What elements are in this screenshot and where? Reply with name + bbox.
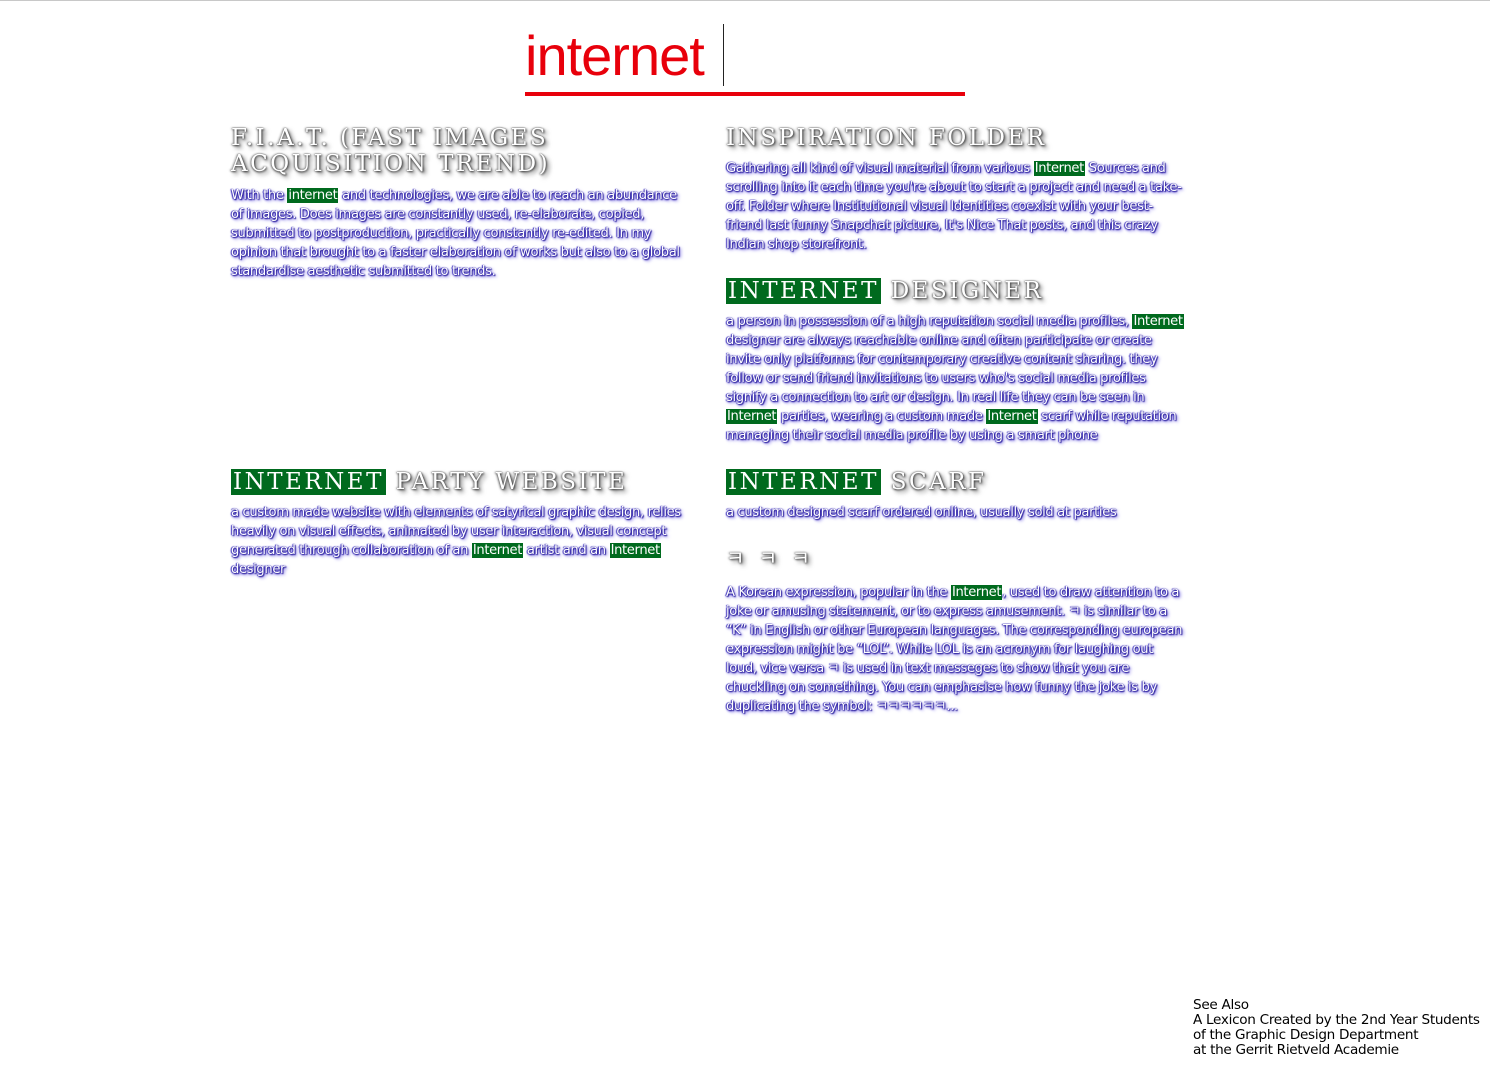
text-caret	[723, 24, 724, 86]
entry-inspiration-folder: Inspiration Folder Gathering all kind of…	[726, 125, 1186, 254]
search-highlight: internet	[287, 188, 339, 203]
search-highlight: Internet	[231, 469, 386, 495]
see-also-link[interactable]: See Also	[1193, 997, 1249, 1013]
entry-title[interactable]: Internet Scarf	[726, 469, 987, 495]
search-highlight: Internet	[950, 585, 1003, 600]
search-highlight: Internet	[726, 469, 881, 495]
entry-kkk: ㅋ ㅋ ㅋ A Korean expression, popular in th…	[726, 545, 1186, 716]
search-highlight: Internet	[471, 543, 524, 558]
search-highlight: Internet	[986, 409, 1038, 424]
entry-internet-party-website: Internet Party Website a custom made web…	[231, 469, 691, 579]
top-divider	[0, 0, 1490, 1]
search-highlight: Internet	[609, 543, 661, 558]
entry-internet-designer: Internet Designer a person in possession…	[726, 278, 1186, 445]
footer-credits: See Also A Lexicon Created by the 2nd Ye…	[1193, 998, 1490, 1058]
entry-definition: a person in possession of a high reputat…	[726, 314, 1184, 443]
entry-title[interactable]: ㅋ ㅋ ㅋ	[726, 546, 814, 570]
search-highlight: Internet	[1033, 161, 1085, 176]
credit-line: at the Gerrit Rietveld Academie	[1193, 1042, 1399, 1058]
entry-definition: With the internet and technologies, we a…	[231, 188, 680, 279]
entry-title[interactable]: Inspiration Folder	[726, 125, 1047, 151]
entry-title[interactable]: F.I.A.T. (Fast images acquisition trend)	[231, 125, 551, 177]
search-highlight: Internet	[726, 409, 778, 424]
credit-line: of the Graphic Design Department	[1193, 1027, 1419, 1043]
entry-fiat: F.I.A.T. (Fast images acquisition trend) …	[231, 125, 691, 281]
entry-definition: Gathering all kind of visual material fr…	[726, 161, 1182, 252]
entry-title[interactable]: Internet Designer	[726, 278, 1044, 304]
entry-internet-scarf: Internet Scarf a custom designed scarf o…	[726, 469, 1186, 522]
search-box[interactable]	[525, 20, 965, 98]
credit-line: A Lexicon Created by the 2nd Year Studen…	[1193, 1012, 1480, 1028]
search-highlight: Internet	[1132, 314, 1184, 329]
search-highlight: Internet	[726, 278, 881, 304]
entry-definition: a custom made website with elements of s…	[231, 505, 681, 577]
entry-title[interactable]: Internet Party Website	[231, 469, 628, 495]
entry-definition: A Korean expression, popular in the Inte…	[726, 585, 1183, 714]
search-input[interactable]	[525, 20, 965, 96]
entry-definition: a custom designed scarf ordered online, …	[726, 505, 1117, 520]
